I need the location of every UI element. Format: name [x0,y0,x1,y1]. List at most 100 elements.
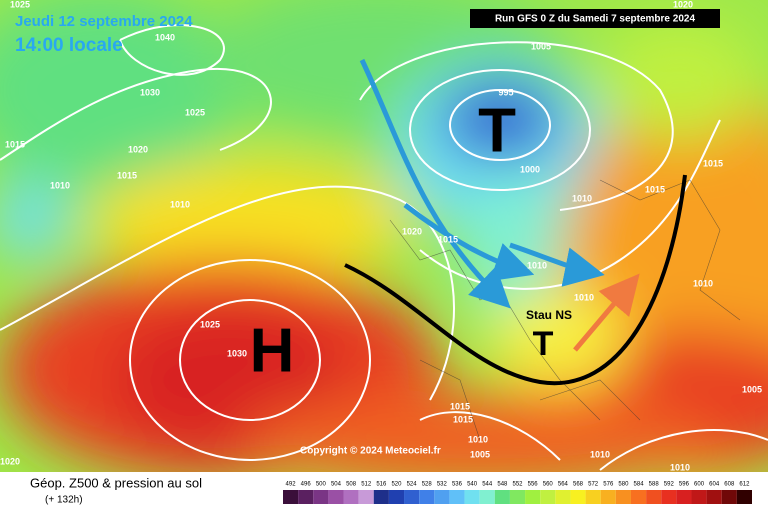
warm-arrow [573,273,640,352]
legend-tick-label: 560 [543,482,554,488]
legend-tick-label: 492 [286,482,297,488]
legend-swatch [706,490,722,504]
isobars [0,24,768,471]
legend-tick-label: 528 [422,482,433,488]
field: 1025 1040 1030 1025 1015 1020 1015 1010 1010 1005… [0,0,768,472]
valid-time: 14:00 locale [15,35,123,56]
legend-swatch [630,490,647,504]
isobar-label: 1010 [590,449,610,459]
legend-tick-label: 520 [391,482,402,488]
legend-swatch [555,490,571,504]
footer-title: Géop. Z500 & pression au sol [30,475,202,490]
isobar-label: 1030 [140,87,160,97]
legend-tick-label: 580 [618,482,629,488]
legend-tick-label: 552 [512,482,523,488]
isobar-label: 1005 [470,449,490,459]
legend-tick-label: 564 [558,482,569,488]
isobar-label: 1025 [200,319,220,329]
legend-swatch [540,490,556,504]
legend-tick-label: 504 [331,482,342,488]
legend-tick-label: 584 [634,482,645,488]
valid-date: Jeudi 12 septembre 2024 [15,13,193,30]
legend-tick-label: 576 [603,482,614,488]
isobar-label: 995 [498,87,513,97]
legend-tick-label: 496 [301,482,312,488]
legend-tick-label: 512 [361,482,372,488]
isobar-label: 1020 [128,144,148,154]
legend-swatch [615,490,631,504]
legend-tick-label: 572 [588,482,599,488]
isobar-label: 1010 [170,199,190,209]
isobar-label: 1010 [50,180,70,190]
isobar-label: 1005 [742,384,762,394]
isobar-label: 1000 [520,164,540,174]
legend-swatch [404,490,420,504]
run-box [470,9,720,28]
isobar-label: 1020 [0,456,20,466]
isobar-label: 1010 [693,278,713,288]
legend-swatch [585,490,601,504]
run-info: Run GFS 0 Z du Samedi 7 septembre 2024 [495,14,696,25]
low-center: T [478,96,516,165]
isobar-label: 1010 [468,434,488,444]
high-center: H [250,316,295,385]
legend-tick-label: 516 [376,482,387,488]
legend-tick-label: 524 [407,482,418,488]
legend-swatch [343,490,359,504]
legend-swatch [464,490,480,504]
isobar-label: 1005 [531,41,551,51]
legend-tick-label: 608 [724,482,735,488]
isobar-label: 1020 [402,226,422,236]
copyright: Copyright © 2024 Meteociel.fr [300,446,441,457]
flow-arrows [359,58,605,309]
isobar-label: 1025 [10,0,30,9]
isobar-label: 1010 [574,292,594,302]
legend-swatch [525,490,541,504]
legend-tick-label: 500 [316,482,327,488]
legend-tick-label: 540 [467,482,478,488]
legend-swatch [313,490,329,504]
legend-tick-label: 592 [664,482,675,488]
legend-tick-label: 588 [649,482,660,488]
legend-tick-label: 532 [437,482,448,488]
legend-tick-label: 568 [573,482,584,488]
annotation: Stau NS [526,308,572,322]
isobar-label: 1030 [227,348,247,358]
legend-swatch [721,490,737,504]
low-center: T [533,325,554,363]
legend-swatch [283,490,299,504]
isobar-label: 1040 [155,32,175,42]
legend-swatch [479,490,495,504]
isobar-label: 1025 [185,107,205,117]
legend-swatch [736,490,752,504]
legend-tick-label: 600 [694,482,705,488]
legend-swatch [388,490,405,504]
isobar-label: 1010 [670,462,690,472]
legend-swatch [691,490,707,504]
legend-tick-label: 536 [452,482,463,488]
legend-tick-label: 508 [346,482,357,488]
isobar-label: 1010 [527,260,547,270]
legend-swatch [600,490,616,504]
isobar-label: 1015 [5,139,25,149]
legend-tick-label: 596 [679,482,690,488]
legend-tick-label: 544 [482,482,493,488]
legend-swatch [449,490,465,504]
legend-swatch [676,490,692,504]
legend-tick-label: 612 [739,482,750,488]
legend-swatch [570,490,586,504]
legend-swatch [373,490,389,504]
legend-tick-label: 604 [709,482,720,488]
legend-tick-label: 556 [528,482,539,488]
isobar-label: 1015 [117,170,137,180]
trough-line [344,174,687,386]
legend-swatch [494,490,510,504]
legend-swatch [434,490,450,504]
legend-swatch [419,490,435,504]
isobar-label: 1015 [703,158,723,168]
legend-tick-label: 548 [497,482,508,488]
isobar-label: 1015 [438,234,458,244]
legend-swatch [661,490,677,504]
legend-swatch [298,490,314,504]
